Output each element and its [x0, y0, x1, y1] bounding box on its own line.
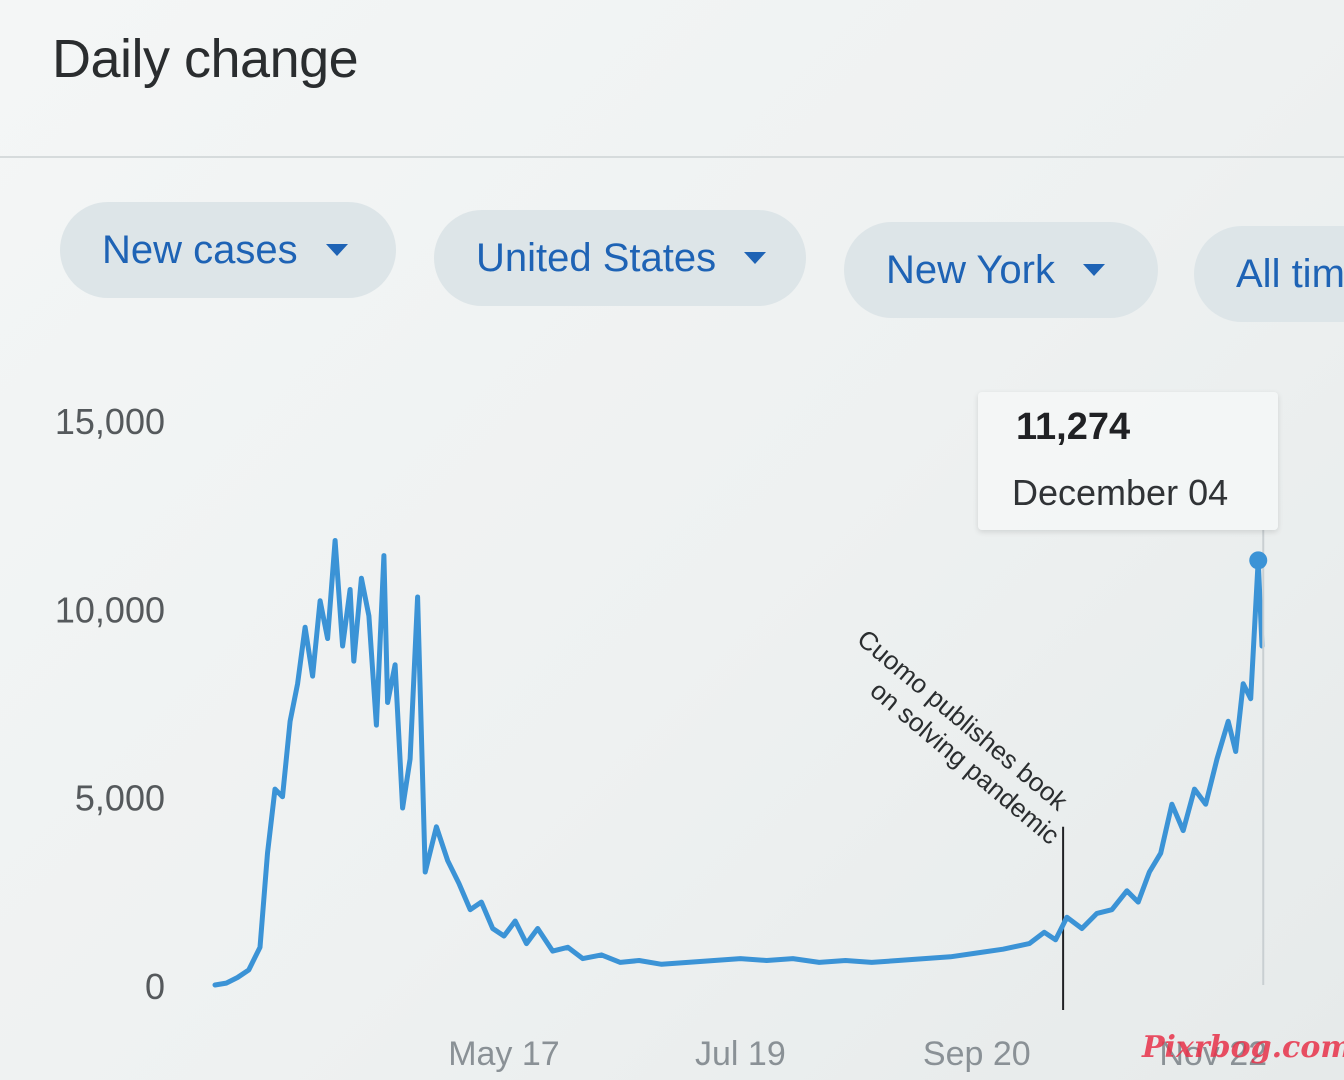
annotation-label: Cuomo publishes book [852, 623, 1075, 817]
highlight-point[interactable] [1249, 551, 1268, 570]
tooltip-date: December 04 [1012, 472, 1229, 513]
range-dropdown[interactable]: All time [1194, 226, 1344, 322]
y-tick-label: 0 [145, 966, 165, 1007]
x-tick-label: Nov 22 [1159, 1035, 1267, 1073]
y-tick-label: 5,000 [75, 778, 165, 819]
caret-down-icon [325, 244, 348, 256]
header-divider [0, 156, 1344, 158]
region-dropdown[interactable]: New York [844, 222, 1158, 318]
watermark: Pixrbog.com [1142, 1030, 1344, 1065]
country-dropdown-label: United States [476, 235, 717, 280]
region-dropdown-label: New York [886, 247, 1055, 292]
series-line-new-cases [212, 538, 1265, 988]
daily-cases-line-chart: 0 5,000 10,000 15,000 May 17 Jul 19 Sep 20 Nov… [55, 401, 1268, 1073]
metric-dropdown-label: New cases [102, 227, 298, 272]
x-tick-label: May 17 [448, 1035, 560, 1073]
y-tick-label: 10,000 [55, 589, 165, 630]
caret-down-icon [1082, 264, 1105, 276]
x-tick-label: Jul 19 [695, 1035, 786, 1073]
y-tick-label: 15,000 [55, 401, 165, 442]
country-dropdown[interactable]: United States [434, 210, 806, 306]
metric-dropdown[interactable]: New cases [60, 202, 396, 298]
data-tooltip: 11,274 December 04 [978, 392, 1278, 530]
range-dropdown-label: All time [1236, 251, 1344, 296]
tooltip-value: 11,274 [1016, 406, 1131, 448]
page-title: Daily change [52, 29, 359, 89]
caret-down-icon [744, 252, 767, 264]
x-tick-label: Sep 20 [923, 1035, 1031, 1073]
